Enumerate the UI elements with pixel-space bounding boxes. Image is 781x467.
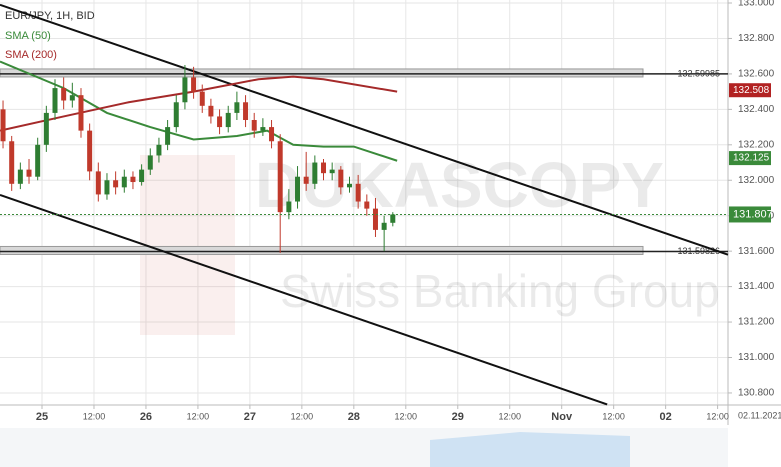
candle-body [295,176,301,202]
candle-body [234,102,240,113]
candle-body [69,95,75,101]
candle-body [130,176,136,183]
y-tick-label: 131.000 [738,352,775,363]
x-tick-label: 02 [660,411,672,423]
x-tick-label: 12:00 [602,411,625,421]
x-tick-label: 28 [348,411,360,423]
legend-entry: SMA (200) [5,49,57,61]
candle-body [303,176,309,184]
candle-body [139,169,145,183]
y-tick-label: 132.600 [738,69,775,80]
y-tick-label: 131.600 [738,246,775,257]
candle-body [199,91,205,106]
y-tick-label: 132.800 [738,33,775,44]
candle-body [173,102,179,128]
watermark-logo [140,155,235,335]
candle-body [346,183,352,188]
candle-body [329,169,335,174]
candle-body [182,77,188,103]
candle-body [225,112,231,128]
candle-body [277,141,283,213]
candle-body [156,144,162,156]
sma-line [0,75,398,132]
candle-body [147,155,153,170]
candle-body [113,180,119,188]
watermark-subtitle: Swiss Banking Group [280,265,720,317]
x-tick-label: 25 [36,411,48,423]
candle-body [17,169,23,184]
candle-body [61,88,67,101]
candle-body [104,180,110,195]
candle-body [260,127,266,131]
candle-body [26,169,32,177]
y-tick-label: 132.400 [738,104,775,115]
candle-body [312,162,318,184]
candle-body [95,171,101,195]
candle-body [0,109,6,142]
candle-body [78,95,84,131]
candle-body [35,144,41,177]
trend-line [0,194,608,406]
y-tick-label: 132.200 [738,139,775,150]
x-tick-label: 12:00 [498,411,521,421]
trend-line [0,3,729,256]
price-tag [729,83,771,98]
candle-body [208,105,214,117]
x-tick-label: 12:00 [291,411,314,421]
candle-body [243,102,249,120]
y-tick-label: 130.800 [738,388,775,399]
y-tick-label: 133.000 [738,0,775,9]
y-tick-label: 131.400 [738,281,775,292]
candle-body [165,127,171,145]
price-tag [729,206,771,223]
candle-body [338,169,344,188]
price-tag [729,151,771,166]
candle-body [9,141,15,184]
x-tick-label: Nov [551,411,573,423]
candle-body [390,214,396,223]
legend-entry: SMA (50) [5,30,51,42]
candle-body [217,116,223,128]
x-tick-label: 12:00 [187,411,210,421]
candle-body [191,77,197,92]
y-tick-label: 132.000 [738,175,775,186]
candle-body [269,127,275,142]
candle-body [121,176,127,188]
x-tick-label: 12:00 [395,411,418,421]
navigator-area [430,432,630,467]
x-tick-label: 27 [244,411,256,423]
level-label: 131.59826 [677,246,720,256]
price-tag-label: 132.508 [733,85,770,96]
date-label: 02.11.2021 [738,410,781,420]
candle-body [43,112,49,145]
candle-body [364,201,370,209]
level-label: 132.59985 [677,68,720,78]
chart-title: EUR/JPY, 1H, BID [5,10,95,22]
candle-body [52,88,58,113]
candle-body [87,130,93,172]
level-band [0,68,644,78]
candle-body [381,222,387,230]
x-tick-label: 12:00 [706,411,729,421]
y-tick-label: 131.200 [738,317,775,328]
sma-line [0,60,398,162]
x-tick-label: 12:00 [83,411,106,421]
watermark-text: DUKASCOPY [255,149,664,221]
candle-body [321,162,327,174]
price-tag-label: 131.807 [733,208,773,220]
price-tag-label: 132.125 [733,153,770,164]
candle-body [251,119,257,131]
x-tick-label: 29 [452,411,464,423]
candle-body [372,208,378,230]
candle-body [355,183,361,202]
candle-body [286,201,292,213]
x-tick-label: 26 [140,411,152,423]
level-band [0,245,644,255]
